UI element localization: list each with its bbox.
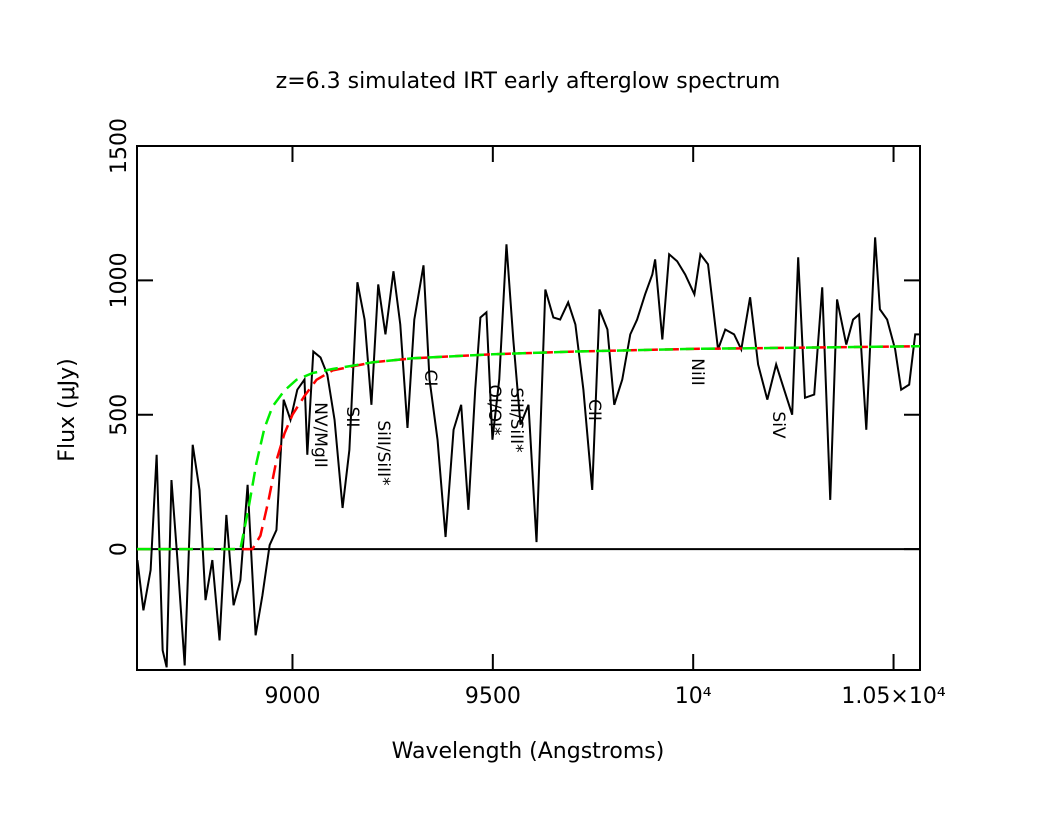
y-tick-label: 1500 xyxy=(107,118,132,174)
plot-frame xyxy=(136,145,921,671)
x-tick-label: 9000 xyxy=(264,684,320,709)
chart-title: z=6.3 simulated IRT early afterglow spec… xyxy=(276,69,781,94)
x-axis-label: Wavelength (Angstroms) xyxy=(392,739,665,764)
line-annotation: NV/MgII xyxy=(310,402,330,468)
y-tick-label: 0 xyxy=(107,542,132,556)
y-tick-label: 500 xyxy=(107,394,132,436)
y-tick-label: 1000 xyxy=(107,252,132,308)
line-annotation: OI/OI* xyxy=(484,384,504,435)
line-annotation: SII xyxy=(342,407,362,428)
line-annotation: CI xyxy=(420,370,440,387)
line-annotation: SiII/SiII* xyxy=(506,387,526,452)
data-line xyxy=(137,344,920,551)
line-annotation: SiV xyxy=(768,411,788,439)
data-line xyxy=(137,344,920,551)
x-tick-label: 9500 xyxy=(465,684,521,709)
data-line xyxy=(137,237,920,668)
line-annotation: NiII xyxy=(687,358,707,385)
x-tick-label: 10⁴ xyxy=(675,684,712,709)
line-annotation: CII xyxy=(584,399,604,421)
line-annotation: SiII/SiII* xyxy=(373,420,393,485)
x-tick-label: 1.05×10⁴ xyxy=(841,684,945,709)
y-axis-label: Flux (μJy) xyxy=(55,358,80,461)
